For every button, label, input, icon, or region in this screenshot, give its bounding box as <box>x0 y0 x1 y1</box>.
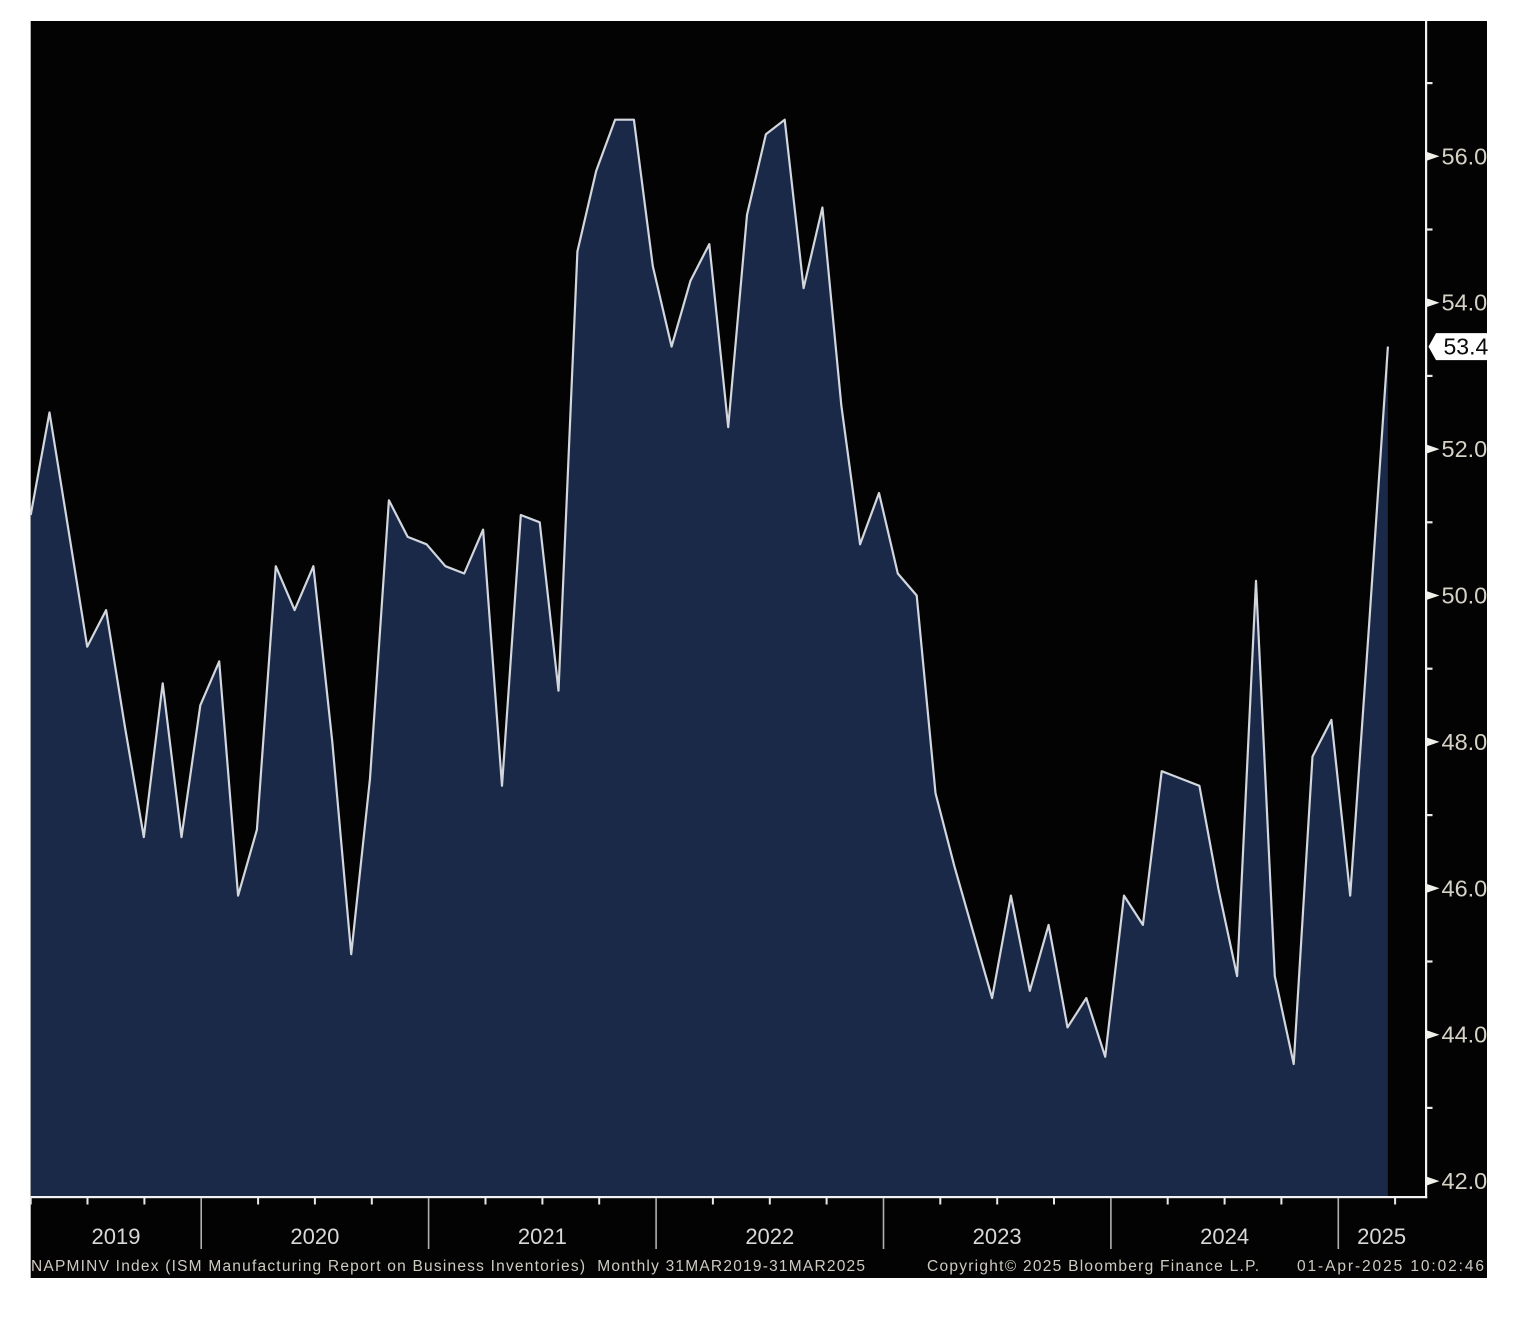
svg-text:56.0: 56.0 <box>1442 143 1488 169</box>
svg-text:2021: 2021 <box>518 1224 567 1249</box>
svg-text:53.4: 53.4 <box>1444 334 1489 360</box>
svg-text:NAPMINV Index (ISM Manufacturi: NAPMINV Index (ISM Manufacturing Report … <box>31 1258 865 1275</box>
svg-text:2020: 2020 <box>290 1224 339 1249</box>
svg-text:2024: 2024 <box>1200 1224 1249 1249</box>
svg-text:2019: 2019 <box>92 1224 141 1249</box>
svg-text:46.0: 46.0 <box>1442 875 1488 901</box>
svg-text:Copyright© 2025 Bloomberg Fina: Copyright© 2025 Bloomberg Finance L.P. <box>927 1258 1259 1275</box>
svg-text:2023: 2023 <box>973 1224 1022 1249</box>
svg-text:50.0: 50.0 <box>1442 583 1488 609</box>
svg-text:54.0: 54.0 <box>1442 290 1488 316</box>
svg-text:01-Apr-2025 10:02:46: 01-Apr-2025 10:02:46 <box>1297 1258 1484 1275</box>
svg-text:48.0: 48.0 <box>1442 729 1488 755</box>
svg-text:42.0: 42.0 <box>1442 1168 1488 1194</box>
svg-text:52.0: 52.0 <box>1442 436 1488 462</box>
svg-text:44.0: 44.0 <box>1442 1022 1488 1048</box>
svg-text:2025: 2025 <box>1357 1224 1406 1249</box>
svg-text:2022: 2022 <box>745 1224 794 1249</box>
